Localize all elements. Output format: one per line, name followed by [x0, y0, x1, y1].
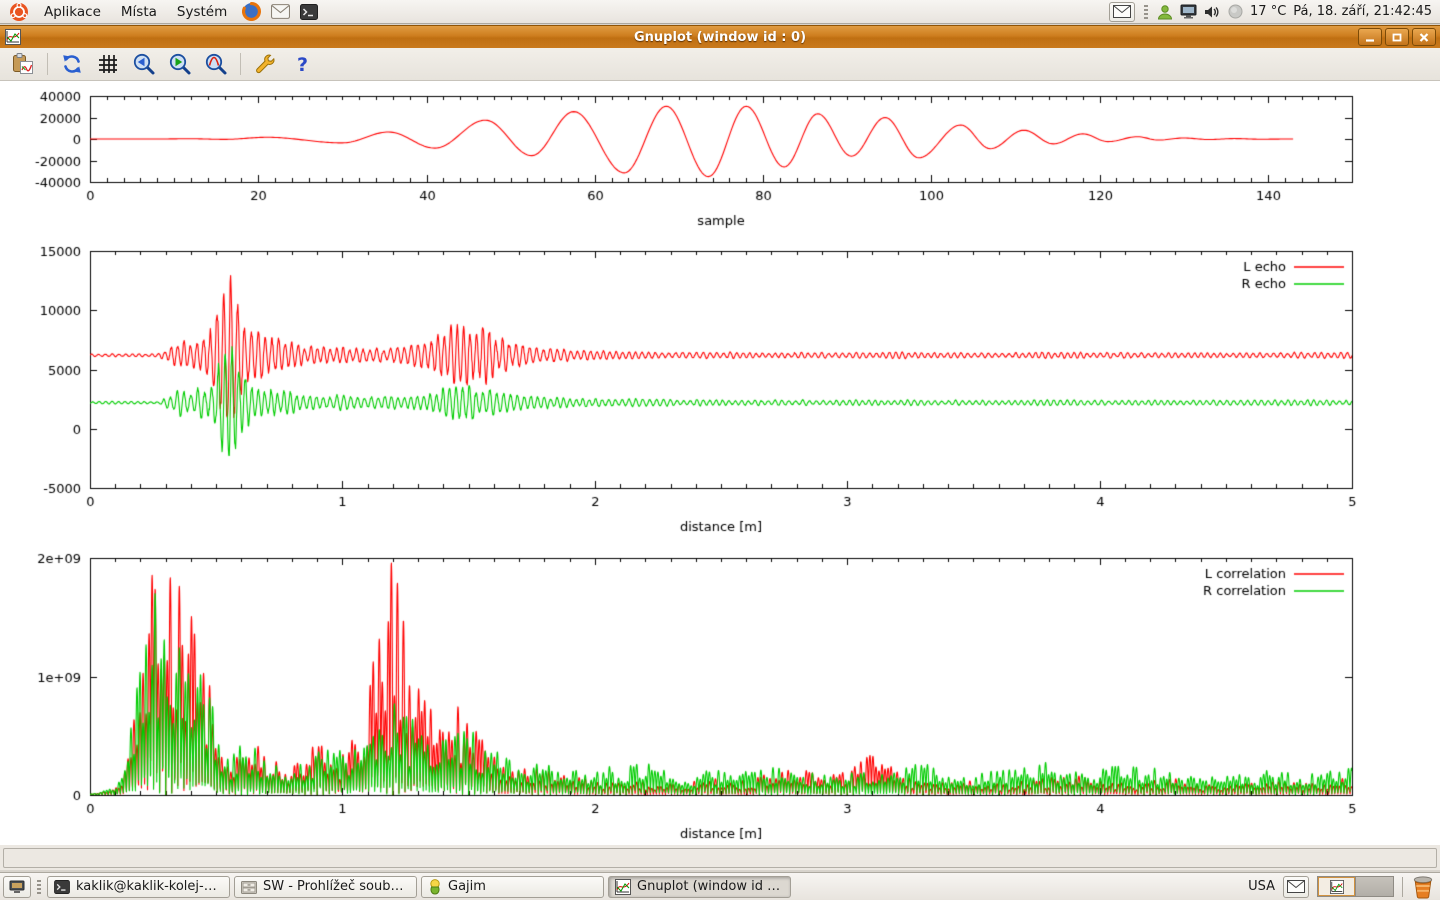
taskbar-item-label: kaklik@kaklik-kolej-u...: [76, 879, 223, 894]
display-icon[interactable]: [1180, 4, 1197, 19]
panel-separator: [1402, 876, 1403, 897]
help-icon[interactable]: ?: [286, 51, 316, 78]
toolbar-separator: [240, 53, 241, 75]
mail-notification-icon[interactable]: [1109, 1, 1136, 22]
configure-icon[interactable]: [250, 51, 280, 78]
workspace-switcher: [1317, 876, 1394, 897]
toolbar-separator: [47, 53, 48, 75]
maximize-button[interactable]: [1385, 28, 1409, 46]
clock[interactable]: Pá, 18. září, 21:42:45: [1293, 4, 1432, 19]
menu-applications[interactable]: Aplikace: [44, 3, 101, 20]
taskbar-item-label: Gnuplot (window id : 0): [637, 879, 784, 894]
refresh-icon[interactable]: [57, 51, 87, 78]
svg-text:?: ?: [297, 54, 308, 76]
terminal-launcher-icon[interactable]: [297, 3, 321, 20]
mail-applet-icon[interactable]: [1283, 875, 1309, 898]
zoom-next-icon[interactable]: [165, 51, 195, 78]
weather-icon[interactable]: [1228, 4, 1243, 19]
window-title: Gnuplot (window id : 0): [633, 29, 807, 45]
top-panel: Aplikace Místa Systém 17 °C Pá, 18. září…: [0, 0, 1440, 24]
menu-system[interactable]: Systém: [176, 3, 228, 20]
keyboard-layout-indicator[interactable]: USA: [1248, 879, 1275, 894]
copy-plot-icon[interactable]: [8, 51, 38, 78]
tasklist-handle: [37, 879, 41, 894]
status-field: [3, 847, 1437, 868]
titlebar[interactable]: Gnuplot (window id : 0): [0, 25, 1440, 48]
mail-launcher-icon[interactable]: [268, 4, 293, 19]
trash-icon[interactable]: [1411, 874, 1435, 899]
firefox-launcher-icon[interactable]: [239, 2, 264, 21]
gnuplot-window: Gnuplot (window id : 0): [0, 25, 1440, 870]
volume-icon[interactable]: [1204, 5, 1221, 19]
user-switcher-icon[interactable]: [1157, 4, 1173, 20]
gajim-icon: [428, 878, 442, 895]
grid-icon[interactable]: [93, 51, 123, 78]
taskbar-item-gnuplot[interactable]: Gnuplot (window id : 0): [608, 875, 791, 898]
workspace-1[interactable]: [1318, 877, 1355, 896]
zoom-previous-icon[interactable]: [129, 51, 159, 78]
workspace-2[interactable]: [1355, 877, 1393, 896]
show-desktop-button[interactable]: [3, 875, 31, 898]
applet-handle: [1144, 4, 1149, 19]
file-manager-icon: [241, 880, 257, 894]
taskbar-item-label: SW - Prohlížeč souborů: [263, 879, 410, 894]
gnuplot-icon: [615, 878, 631, 895]
zoom-autoscale-icon[interactable]: [201, 51, 231, 78]
taskbar-item-file-manager[interactable]: SW - Prohlížeč souborů: [234, 875, 417, 898]
temperature[interactable]: 17 °C: [1250, 4, 1287, 19]
taskbar-item-terminal[interactable]: kaklik@kaklik-kolej-u...: [47, 875, 230, 898]
menu-places[interactable]: Místa: [120, 3, 157, 20]
terminal-icon: [54, 879, 70, 894]
ubuntu-logo-icon[interactable]: [6, 2, 32, 22]
bottom-panel: kaklik@kaklik-kolej-u... SW - Prohlížeč …: [0, 872, 1440, 900]
taskbar-item-label: Gajim: [448, 879, 486, 894]
gnuplot-window-icon: [5, 29, 21, 45]
minimize-button[interactable]: [1358, 28, 1382, 46]
taskbar-item-gajim[interactable]: Gajim: [421, 875, 604, 898]
status-bar: [0, 845, 1440, 870]
plot-canvas[interactable]: [0, 81, 1440, 845]
close-button[interactable]: [1412, 28, 1436, 46]
toolbar: ?: [0, 48, 1440, 81]
